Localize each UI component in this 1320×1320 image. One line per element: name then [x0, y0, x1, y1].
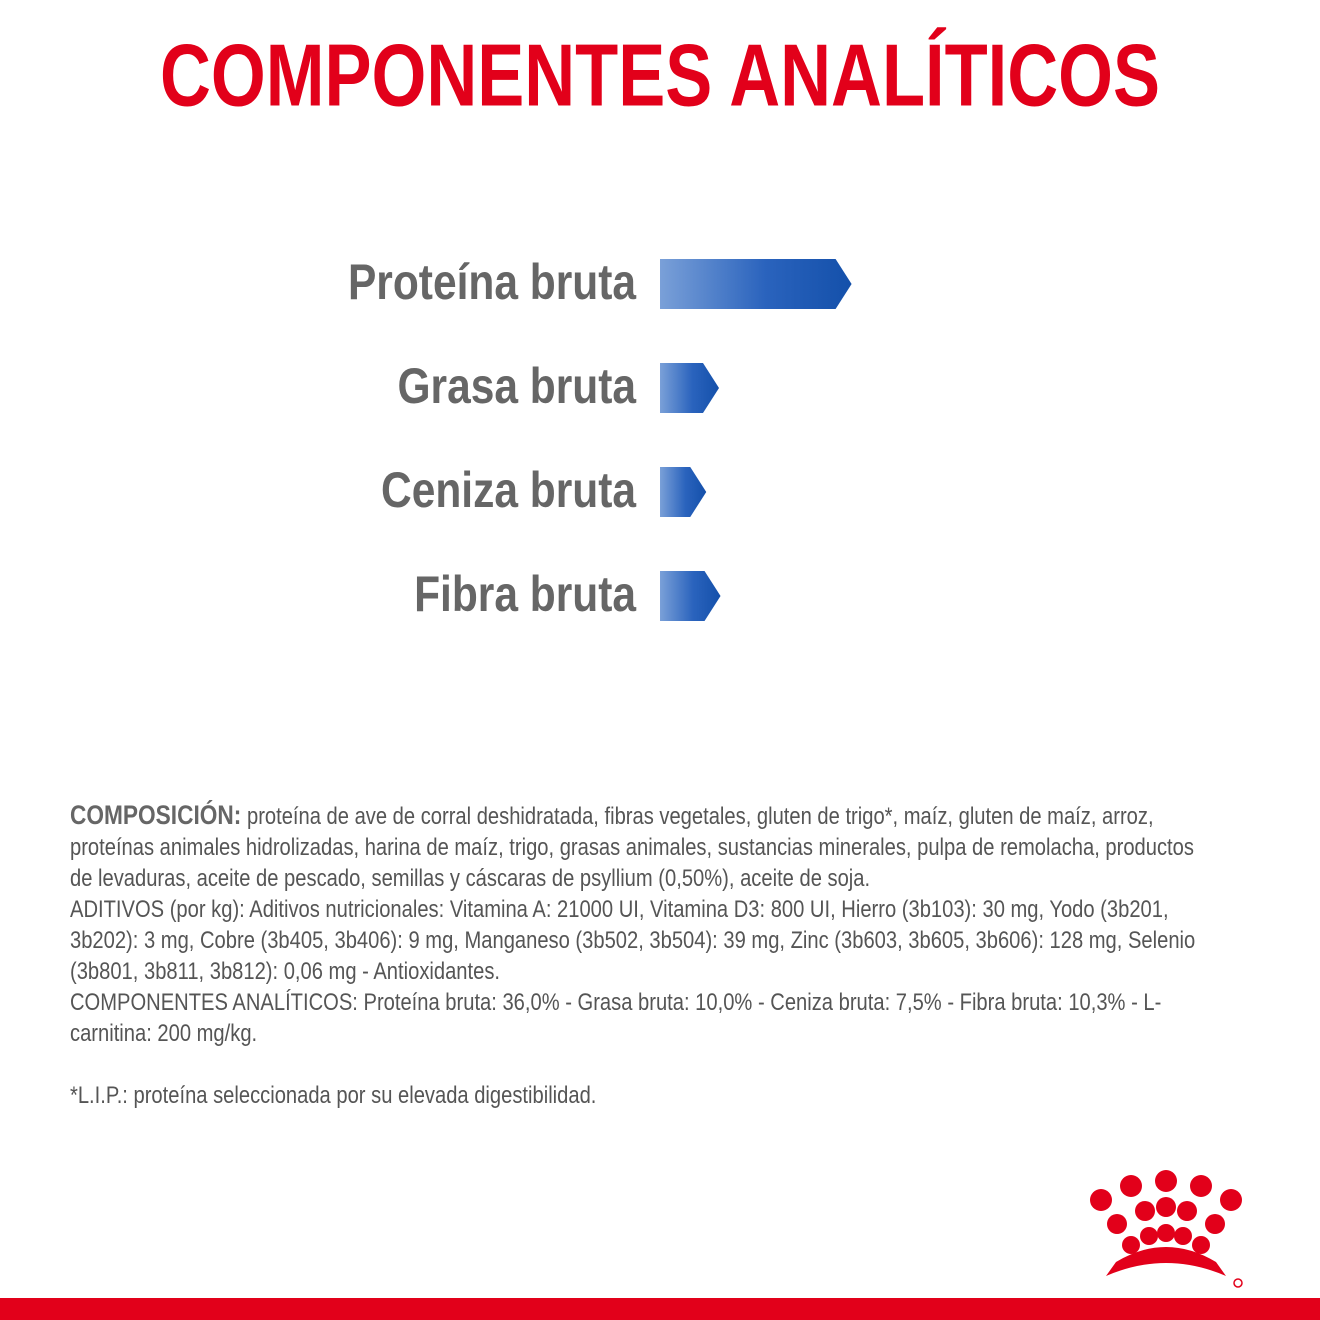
- category-label: Fibra bruta: [414, 566, 637, 622]
- additives: ADITIVOS (por kg): Aditivos nutricionale…: [70, 896, 1196, 985]
- composition: COMPOSICIÓN: proteína de ave de corral d…: [70, 800, 1204, 1111]
- composition-text: proteína de ave de corral deshidratada, …: [70, 803, 1194, 892]
- category-label: Proteína bruta: [348, 254, 637, 310]
- chart-title: COMPONENTES ANALÍTICOS: [160, 25, 1160, 124]
- category-group: Ceniza bruta: [381, 462, 637, 518]
- category-label: Ceniza bruta: [381, 462, 637, 518]
- footer-band: [0, 1298, 1320, 1320]
- category-group: Grasa bruta: [397, 358, 637, 414]
- footnote: *L.I.P.: proteína seleccionada por su el…: [70, 1082, 597, 1109]
- category-group: Fibra bruta: [414, 566, 637, 622]
- category-label: Grasa bruta: [397, 358, 637, 414]
- composition-paragraph: COMPOSICIÓN: proteína de ave de corral d…: [70, 800, 1204, 894]
- bar: [660, 467, 707, 517]
- logo: [1090, 1170, 1243, 1288]
- analytical: COMPONENTES ANALÍTICOS: Proteína bruta: …: [70, 989, 1162, 1047]
- bar: [660, 259, 852, 309]
- bar: [660, 571, 721, 621]
- composition-label: COMPOSICIÓN:: [70, 800, 242, 830]
- bar: [660, 363, 719, 413]
- category-group: Proteína bruta: [348, 254, 637, 310]
